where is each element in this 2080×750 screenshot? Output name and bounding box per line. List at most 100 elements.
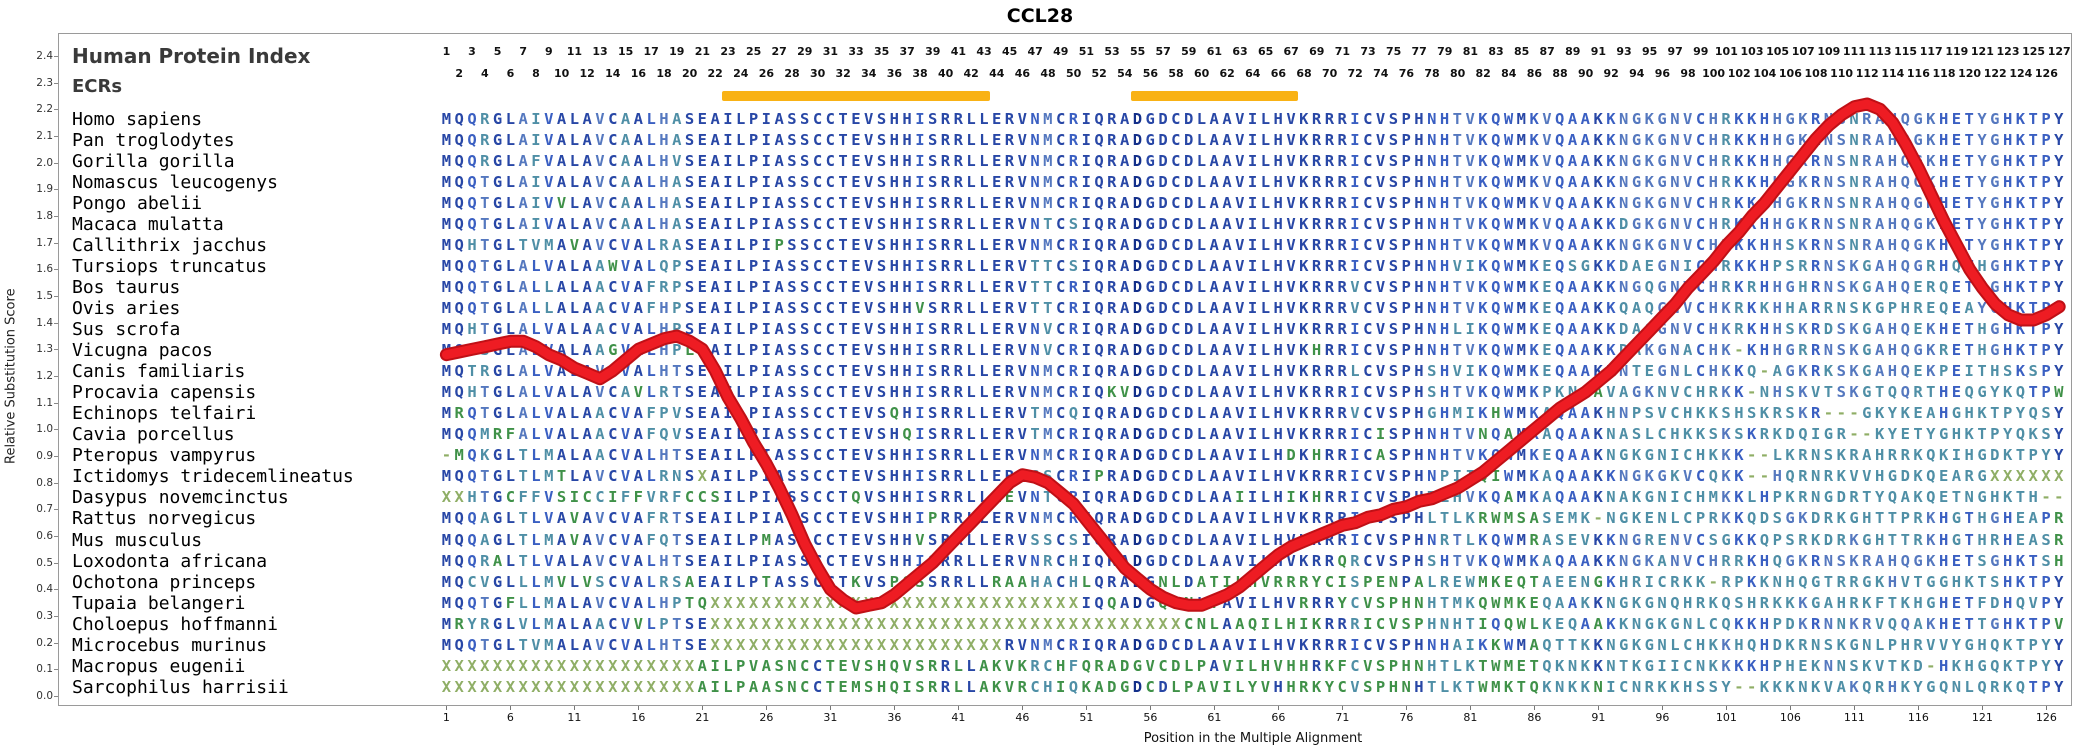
x-tick-label: 46 [1015, 711, 1030, 724]
y-tick-mark [54, 242, 58, 244]
protein-index-number: 21 [694, 45, 711, 58]
protein-index-number: 98 [1680, 67, 1696, 80]
protein-index-number: 104 [1753, 67, 1777, 80]
protein-index-number: 101 [1714, 45, 1738, 58]
protein-index-number: 25 [745, 45, 762, 58]
protein-index-number: 50 [1065, 67, 1082, 80]
protein-index-number: 2 [455, 67, 464, 80]
x-tick-label: 36 [887, 711, 902, 724]
species-name: Loxodonta africana [72, 550, 268, 572]
y-tick-mark [54, 616, 58, 617]
protein-index-number: 61 [1206, 45, 1223, 58]
protein-index-number: 106 [1778, 67, 1802, 80]
protein-index-number: 34 [861, 67, 877, 80]
protein-index-number: 45 [1001, 45, 1018, 58]
protein-index-number: 127 [2047, 45, 2071, 58]
protein-index-number: 107 [1791, 45, 1815, 58]
y-tick-mark [54, 642, 58, 644]
y-tick-label: 2.0 [36, 156, 53, 169]
y-tick-mark [54, 189, 58, 191]
protein-index-number: 10 [553, 67, 570, 80]
species-name: Ictidomys tridecemlineatus [72, 466, 354, 488]
y-tick-mark [54, 162, 58, 164]
protein-index-number: 19 [669, 45, 685, 58]
protein-index-number: 108 [1804, 67, 1828, 80]
x-tick-mark [638, 706, 640, 710]
protein-index-number: 51 [1078, 45, 1095, 58]
y-axis-label: Relative Substitution Score [3, 288, 19, 464]
y-tick-label: 0.0 [36, 690, 53, 702]
protein-index-number: 73 [1360, 45, 1376, 58]
x-tick-label: 96 [1655, 711, 1670, 724]
protein-index-number: 60 [1193, 67, 1210, 80]
protein-index-number: 26 [758, 67, 775, 80]
protein-index-number: 56 [1142, 67, 1159, 80]
y-tick-mark [54, 482, 58, 484]
y-tick-mark [54, 322, 58, 324]
y-tick-mark [54, 376, 58, 377]
protein-index-number: 118 [1932, 67, 1956, 80]
protein-index-number: 78 [1424, 67, 1440, 80]
x-tick-label: 86 [1527, 711, 1542, 724]
protein-index-number: 75 [1385, 45, 1402, 58]
protein-index-number: 90 [1577, 67, 1594, 80]
x-tick-mark [1022, 706, 1024, 710]
protein-index-number: 87 [1539, 45, 1555, 58]
protein-index-number: 32 [835, 67, 851, 80]
y-tick-label: 0.9 [36, 450, 53, 462]
protein-index-number: 80 [1449, 67, 1466, 80]
species-name: Choloepus hoffmanni [72, 613, 278, 635]
protein-index-number: 100 [1702, 67, 1726, 80]
x-tick-mark [1406, 706, 1408, 710]
protein-index-number: 83 [1488, 45, 1504, 58]
x-tick-mark [1214, 706, 1216, 710]
protein-index-number: 18 [656, 67, 672, 80]
x-axis-label: Position in the Multiple Alignment [1143, 731, 1363, 746]
protein-index-number: 46 [1014, 67, 1031, 80]
y-tick-label: 0.6 [36, 530, 53, 542]
species-name: Nomascus leucogenys [72, 171, 278, 193]
x-tick-mark [894, 706, 896, 710]
protein-index-number: 49 [1053, 45, 1069, 58]
species-name: Pteropus vampyrus [72, 445, 257, 467]
x-tick-mark [1598, 706, 1600, 710]
protein-index-number: 11 [566, 45, 583, 58]
x-tick-label: 61 [1207, 711, 1222, 724]
x-tick-mark [1982, 706, 1984, 710]
y-tick-label: 1.3 [36, 343, 53, 356]
y-tick-mark [54, 136, 58, 137]
y-tick-label: 0.7 [36, 503, 53, 516]
protein-index-number: 17 [643, 45, 659, 58]
protein-index-number: 29 [797, 45, 813, 58]
x-tick-label: 31 [823, 711, 838, 724]
protein-index-number: 27 [771, 45, 787, 58]
y-tick-label: 1.7 [36, 236, 53, 249]
protein-index-number: 114 [1881, 67, 1905, 80]
y-tick-label: 1.5 [36, 290, 53, 302]
protein-index-number: 119 [1945, 45, 1969, 58]
x-tick-label: 121 [1971, 711, 1993, 724]
protein-index-number: 63 [1232, 45, 1248, 58]
protein-index-number: 39 [925, 45, 941, 58]
x-tick-label: 101 [1715, 711, 1737, 724]
x-tick-label: 56 [1143, 711, 1158, 724]
y-tick-mark [54, 402, 58, 404]
x-tick-mark [1790, 706, 1792, 710]
protein-index-number: 103 [1740, 45, 1764, 58]
protein-index-number: 13 [592, 45, 608, 58]
protein-index-number: 6 [506, 67, 515, 80]
protein-index-number: 117 [1919, 45, 1943, 58]
protein-index-number: 99 [1693, 45, 1709, 58]
y-tick-mark [54, 536, 58, 537]
y-tick-mark [54, 669, 58, 671]
x-tick-mark [1918, 706, 1920, 710]
species-name: Cavia porcellus [72, 424, 235, 446]
x-tick-mark [1662, 706, 1664, 710]
protein-index-number: 54 [1117, 67, 1133, 80]
